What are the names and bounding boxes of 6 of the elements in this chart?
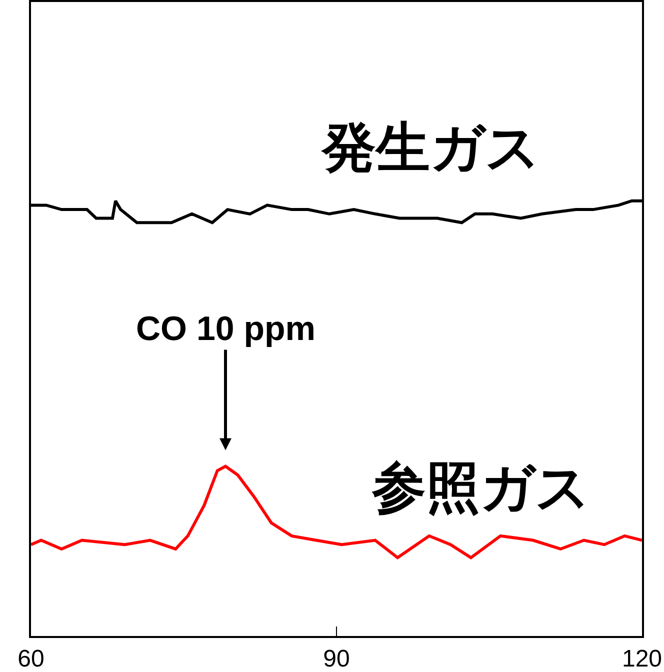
series-label: 発生ガス (320, 118, 540, 178)
x-tick-label: 120 (622, 646, 662, 672)
x-tick-label: 90 (323, 646, 350, 672)
x-tick-label: 60 (18, 646, 44, 672)
annotation: CO 10 ppm (136, 310, 316, 348)
series-label: 参照ガス (371, 458, 590, 518)
